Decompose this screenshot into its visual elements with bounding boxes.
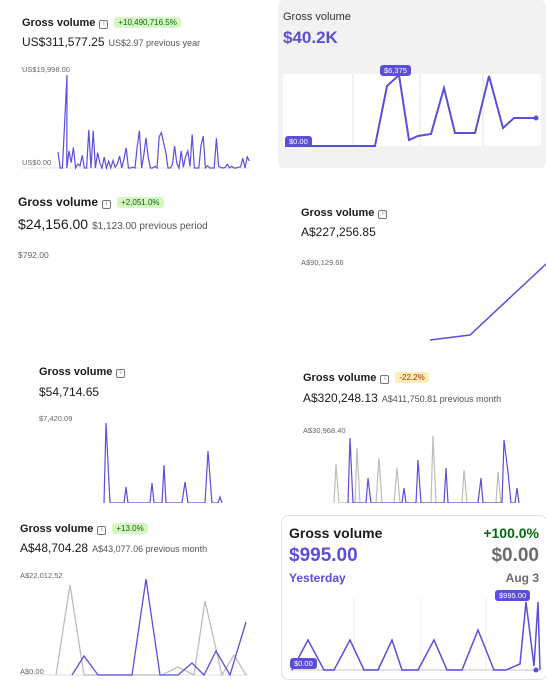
peak-value-pill: $6,375 — [380, 65, 411, 76]
y-axis-max-label: $7,420.09 — [39, 414, 73, 423]
amount-row: A$48,704.28 A$43,077.06 previous month — [20, 541, 207, 555]
compare-amount: $0.00 — [491, 545, 539, 566]
amount-row: US$311,577.25 US$2.97 previous year — [22, 35, 200, 49]
card-title: Gross volume i — [39, 366, 126, 378]
info-icon[interactable]: i — [380, 375, 390, 384]
info-icon[interactable]: i — [378, 210, 388, 219]
amount-row: A$320,248.13 A$411,750.81 previous month — [303, 391, 501, 405]
gross-volume-card-1[interactable]: Gross volume i +10,490,716.5% US$311,577.2… — [0, 0, 268, 175]
volume-line-chart[interactable] — [282, 360, 546, 503]
gross-volume-card-2[interactable]: Gross volume $40.2K $6,375 $0.00 — [278, 0, 546, 168]
previous-amount: A$43,077.06 previous month — [92, 544, 208, 554]
y-axis-min-label: A$0.00 — [20, 667, 44, 676]
y-axis-max-label: A$30,968.40 — [303, 426, 346, 435]
info-icon[interactable]: i — [97, 526, 107, 535]
gross-volume-amount: A$48,704.28 — [20, 541, 89, 555]
card-title: Gross volume i +10,490,716.5% — [22, 17, 181, 29]
amount-row: $24,156.00 $1,123.00 previous period — [18, 216, 208, 232]
change-percent: +100.0% — [483, 525, 539, 541]
peak-value-pill: $995.00 — [495, 590, 531, 601]
card-title: Gross volume — [289, 525, 383, 541]
y-axis-max-label: A$22,012.52 — [20, 571, 63, 580]
info-icon[interactable]: i — [116, 369, 126, 378]
previous-amount: US$2.97 previous year — [108, 38, 201, 48]
volume-line-chart[interactable] — [280, 190, 546, 342]
zero-value-pill: $0.00 — [285, 136, 312, 147]
card-title-text: Gross volume — [301, 207, 375, 219]
card-title: Gross volume i -22.2% — [303, 372, 429, 384]
card-title: Gross volume — [283, 11, 351, 23]
change-badge: +2,051.0% — [117, 197, 164, 208]
gross-volume-amount: $54,714.65 — [39, 385, 100, 399]
change-badge: +10,490,716.5% — [114, 17, 181, 28]
card-title: Gross volume i +13.0% — [20, 523, 148, 535]
y-axis-max-label: $792.00 — [18, 250, 49, 260]
previous-amount: A$411,750.81 previous month — [381, 394, 502, 404]
gross-volume-card-3[interactable]: Gross volume i +2,051.0% $24,156.00 $1,123.… — [0, 180, 268, 345]
card-title: Gross volume i — [301, 207, 388, 219]
gross-volume-card-7[interactable]: Gross volume i +13.0% A$48,704.28 A$43,077.… — [0, 515, 268, 683]
change-badge: -22.2% — [395, 372, 429, 383]
gross-volume-amount: US$311,577.25 — [22, 35, 105, 49]
previous-amount: $1,123.00 previous period — [92, 221, 208, 232]
y-axis-max-label: US$19,998.00 — [22, 65, 70, 74]
volume-line-chart[interactable] — [0, 355, 268, 503]
gross-volume-amount: $995.00 — [289, 545, 358, 566]
gross-volume-card-5[interactable]: Gross volume i $54,714.65 $7,420.09 — [0, 355, 268, 503]
card-title-text: Gross volume — [18, 195, 99, 209]
info-icon[interactable]: i — [102, 200, 112, 209]
gross-volume-amount: A$227,256.85 — [301, 225, 376, 239]
card-title-text: Gross volume — [22, 17, 96, 29]
gross-volume-amount: A$320,248.13 — [303, 391, 378, 405]
y-axis-min-label: US$0.00 — [22, 158, 52, 167]
card-title-text: Gross volume — [303, 372, 377, 384]
volume-line-chart[interactable] — [282, 516, 546, 679]
gross-volume-card-6[interactable]: Gross volume i -22.2% A$320,248.13 A$411,75… — [282, 360, 546, 503]
period-label: Yesterday — [289, 571, 346, 585]
gross-volume-amount: $24,156.00 — [18, 216, 89, 232]
volume-line-chart[interactable] — [0, 515, 268, 683]
volume-line-chart[interactable] — [278, 0, 546, 168]
volume-line-chart[interactable] — [0, 180, 268, 345]
card-title: Gross volume i +2,051.0% — [18, 195, 164, 209]
zero-value-pill: $0.00 — [290, 658, 317, 669]
gross-volume-amount: $40.2K — [283, 28, 338, 47]
card-title-text: Gross volume — [20, 523, 94, 535]
y-axis-max-label: A$90,129.66 — [301, 258, 344, 267]
gross-volume-card-4[interactable]: Gross volume i A$227,256.85 A$90,129.66 — [280, 190, 546, 342]
info-icon[interactable]: i — [99, 20, 109, 29]
volume-line-chart[interactable] — [0, 0, 268, 175]
compare-period-label: Aug 3 — [505, 571, 539, 585]
gross-volume-card-8[interactable]: Gross volume +100.0% $995.00 $0.00 Yeste… — [281, 515, 546, 680]
change-badge: +13.0% — [112, 523, 148, 534]
card-title-text: Gross volume — [39, 366, 113, 378]
